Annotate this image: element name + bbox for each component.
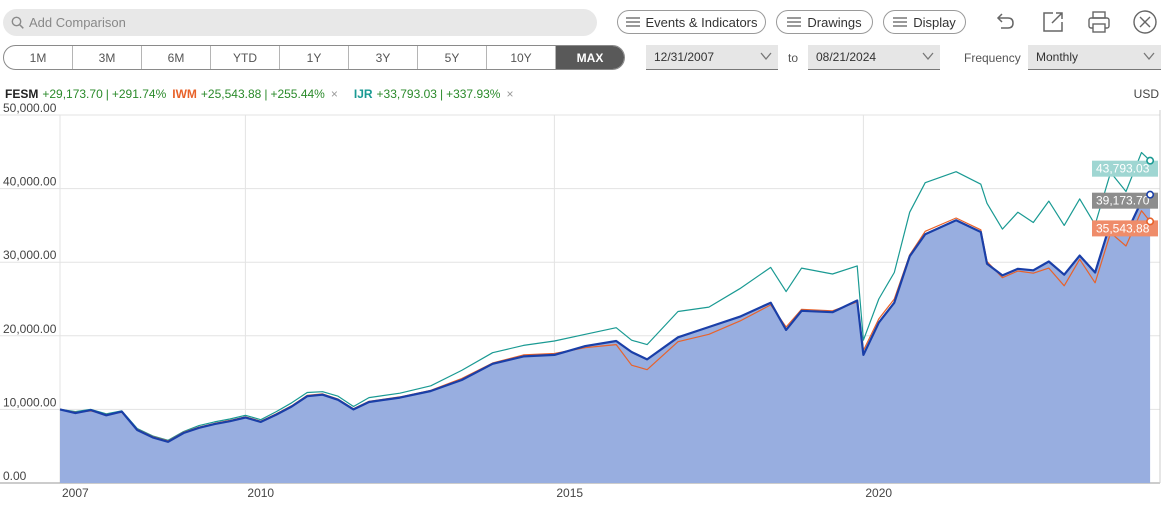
ijr-end-label-bg (1092, 160, 1158, 177)
range-button-1y[interactable]: 1Y (280, 46, 349, 69)
y-tick-label: 10,000.00 (3, 395, 57, 409)
drawings-button[interactable]: Drawings (776, 10, 873, 34)
fesm-end-marker (1146, 190, 1155, 199)
range-button-3y[interactable]: 3Y (349, 46, 418, 69)
legend-fesm-symbol: FESM (5, 87, 39, 101)
ijr-end-marker (1146, 156, 1155, 165)
frequency-label: Frequency (964, 51, 1021, 65)
iwm-end-marker (1146, 217, 1155, 226)
display-button[interactable]: Display (883, 10, 966, 34)
events-indicators-button[interactable]: Events & Indicators (617, 10, 766, 34)
legend-iwm-value: +25,543.88 (200, 87, 262, 101)
y-tick-label: 30,000.00 (3, 248, 57, 262)
iwm-end-label: 35,543.88 (1096, 221, 1150, 235)
start-date-value: 12/31/2007 (654, 50, 715, 64)
chevron-down-icon (760, 52, 772, 61)
ijr-end-label: 43,793.03 (1096, 162, 1150, 176)
fesm-end-label: 39,173.70 (1096, 194, 1150, 208)
start-date-select[interactable]: 12/31/2007 (646, 45, 778, 70)
range-button-ytd[interactable]: YTD (211, 46, 280, 69)
legend: FESM +29,173.70 | +291.74% IWM +25,543.8… (5, 87, 519, 101)
fesm-line (59, 193, 1151, 443)
currency-label: USD (1133, 87, 1159, 101)
x-tick-label: 2010 (247, 486, 274, 500)
y-tick-label: 0.00 (3, 469, 27, 483)
legend-iwm-symbol: IWM (172, 87, 197, 101)
remove-iwm-icon[interactable]: × (330, 87, 338, 101)
range-button-max[interactable]: MAX (556, 46, 624, 69)
range-button-6m[interactable]: 6M (142, 46, 211, 69)
legend-fesm-pct: +291.74% (111, 87, 167, 101)
range-button-3m[interactable]: 3M (73, 46, 142, 69)
remove-ijr-icon[interactable]: × (506, 87, 514, 101)
range-button-5y[interactable]: 5Y (418, 46, 487, 69)
popout-icon[interactable] (1040, 9, 1066, 35)
x-tick-label: 2020 (865, 486, 892, 500)
search-placeholder: Add Comparison (29, 15, 126, 30)
fesm-area (60, 194, 1151, 483)
list-icon (625, 17, 640, 27)
x-tick-label: 2007 (62, 486, 89, 500)
legend-separator: | (105, 87, 109, 101)
add-comparison-search[interactable]: Add Comparison (3, 9, 597, 36)
y-tick-label: 40,000.00 (3, 175, 57, 189)
search-icon (11, 16, 24, 29)
to-label: to (788, 51, 799, 65)
list-icon (893, 17, 908, 27)
print-icon[interactable] (1086, 9, 1112, 35)
events-indicators-label: Events & Indicators (645, 14, 758, 30)
frequency-select[interactable]: Monthly (1028, 45, 1161, 70)
range-button-1m[interactable]: 1M (4, 46, 73, 69)
legend-ijr-pct: +337.93% (446, 87, 501, 101)
iwm-end-label-bg (1092, 220, 1158, 237)
undo-icon[interactable] (992, 9, 1018, 35)
x-tick-label: 2015 (556, 486, 583, 500)
ijr-line (59, 151, 1151, 441)
display-label: Display (913, 14, 956, 30)
end-date-value: 08/21/2024 (816, 50, 877, 64)
legend-fesm-value: +29,173.70 (42, 87, 103, 101)
legend-ijr-value: +33,793.03 (376, 87, 437, 101)
drawings-label: Drawings (807, 14, 862, 30)
chevron-down-icon (1143, 52, 1155, 61)
frequency-value: Monthly (1036, 50, 1079, 64)
chevron-down-icon (922, 52, 934, 61)
range-selector: 1M 3M 6M YTD 1Y 3Y 5Y 10Y MAX (3, 45, 625, 70)
y-tick-label: 20,000.00 (3, 322, 57, 336)
legend-separator: | (439, 87, 444, 101)
legend-separator: | (264, 87, 268, 101)
y-tick-label: 50,000.00 (3, 101, 57, 115)
range-button-10y[interactable]: 10Y (487, 46, 556, 69)
list-icon (787, 17, 802, 27)
close-icon[interactable] (1132, 9, 1158, 35)
fesm-end-label-bg (1092, 192, 1158, 209)
end-date-select[interactable]: 08/21/2024 (808, 45, 940, 70)
legend-ijr-symbol: IJR (353, 87, 373, 101)
legend-iwm-pct: +255.44% (270, 87, 325, 101)
